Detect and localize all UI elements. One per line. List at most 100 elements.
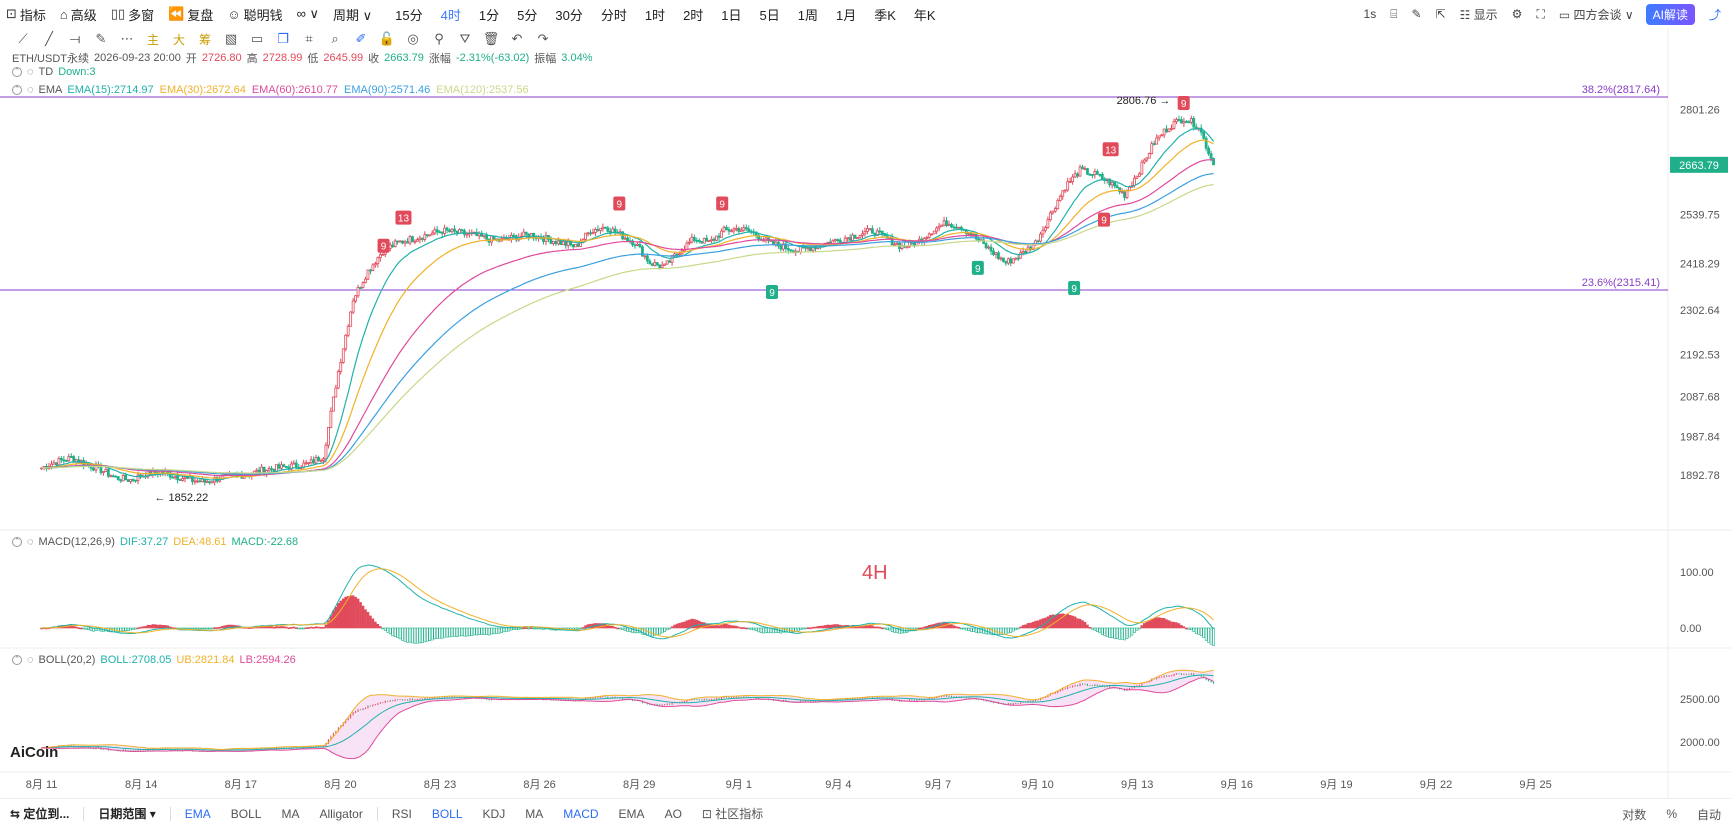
- period-tab[interactable]: 1时: [644, 7, 666, 23]
- more-tool-icon[interactable]: ⋯: [120, 31, 134, 46]
- date-range-button[interactable]: 日期范围 ▾: [98, 807, 156, 821]
- eye-icon[interactable]: ◌: [27, 84, 34, 96]
- period-dropdown[interactable]: 周期 ∨: [333, 7, 373, 23]
- period-tab[interactable]: 5日: [759, 7, 780, 23]
- period-tab[interactable]: 季K: [874, 7, 896, 23]
- main-text-tool[interactable]: 主: [146, 32, 159, 47]
- period-tab[interactable]: 1月: [836, 7, 857, 23]
- macd-dea-line: [41, 568, 1214, 638]
- delete-tool-icon[interactable]: 🗑: [482, 31, 500, 46]
- hline-tool-icon[interactable]: ⟞: [69, 31, 81, 46]
- boll-indicator-name[interactable]: BOLL(20,2): [38, 654, 96, 666]
- eye-icon[interactable]: ◌: [27, 654, 34, 666]
- display-button[interactable]: ☷ 显示: [1459, 7, 1498, 22]
- sub-indicator-tab[interactable]: RSI: [391, 806, 412, 821]
- candle-body: [178, 479, 182, 481]
- 高级-button[interactable]: ⌂ 高级: [60, 5, 97, 24]
- edit-icon[interactable]: ✎: [1411, 7, 1422, 21]
- period-tab[interactable]: 年K: [913, 7, 936, 23]
- candle-body: [131, 479, 135, 481]
- chart-type-selector[interactable]: ∞ ∨: [296, 6, 320, 21]
- candle-body: [1207, 147, 1211, 155]
- zoom-tool-icon[interactable]: ⌕: [331, 31, 339, 46]
- collapse-icon[interactable]: ⌃: [12, 67, 22, 77]
- fib-tool-icon[interactable]: ▧: [224, 31, 238, 46]
- rect-tool-icon[interactable]: ▭: [250, 31, 264, 46]
- visible-tool-icon[interactable]: ◎: [407, 31, 419, 46]
- period-tab[interactable]: 1分: [478, 7, 500, 23]
- axis-mode-button[interactable]: %: [1666, 807, 1677, 821]
- trend-icon[interactable]: ⤴: [1708, 7, 1721, 22]
- period-tab[interactable]: 2时: [683, 7, 704, 23]
- macd-histogram-bar: [742, 627, 746, 629]
- candle-body: [663, 263, 667, 266]
- exchange-selector[interactable]: ▭ 四方会谈 ∨: [1558, 7, 1634, 22]
- axis-mode-button[interactable]: 自动: [1696, 807, 1721, 822]
- macd-histogram-bar: [156, 624, 160, 629]
- fullscreen-icon[interactable]: ⛶: [1536, 6, 1545, 21]
- lock-tool-icon[interactable]: 🔓: [378, 31, 396, 46]
- symbol-name[interactable]: ETH/USDT永续: [12, 53, 89, 65]
- 复盘-button[interactable]: ⏪ 复盘: [168, 5, 213, 24]
- axis-mode-button[interactable]: 对数: [1622, 807, 1647, 822]
- period-tab[interactable]: 5分: [517, 7, 538, 23]
- sub-indicator-tab[interactable]: BOLL: [431, 806, 463, 821]
- collapse-icon[interactable]: ⌃: [12, 85, 22, 95]
- main-indicator-tab[interactable]: MA: [281, 806, 300, 821]
- candle-body: [69, 456, 73, 458]
- 指标-button[interactable]: ⊡ 指标: [6, 5, 46, 24]
- sub-indicator-tab[interactable]: KDJ: [482, 806, 506, 821]
- td-signal-label: 9: [769, 288, 775, 299]
- ema-indicator-name[interactable]: EMA: [38, 84, 63, 96]
- chip-text-tool[interactable]: 筹: [198, 32, 211, 47]
- candle-body: [636, 244, 639, 246]
- candle-body: [702, 237, 706, 244]
- period-tab[interactable]: 30分: [555, 7, 583, 23]
- period-tab[interactable]: 1周: [797, 7, 818, 23]
- redo-tool-icon[interactable]: ↷: [537, 31, 549, 46]
- magnet-tool-icon[interactable]: ⚲: [434, 31, 444, 46]
- macd-histogram-bar: [369, 615, 372, 629]
- camera-icon[interactable]: ⌸: [1390, 6, 1398, 21]
- low-marker: ← 1852.22: [154, 492, 208, 504]
- candle-body: [606, 227, 610, 232]
- sub-indicator-tab[interactable]: MACD: [563, 806, 599, 821]
- price-chart[interactable]: 2801.26 2539.75 2418.29 2302.64 2192.53 2087.…: [0, 0, 1731, 798]
- brush-tool-icon[interactable]: ✎: [95, 31, 107, 46]
- td-indicator-name[interactable]: TD: [38, 66, 54, 78]
- main-indicator-tab[interactable]: Alligator: [319, 806, 363, 821]
- eye-icon[interactable]: ◌: [27, 66, 34, 78]
- sub-indicator-tab[interactable]: EMA: [618, 806, 645, 821]
- undo-tool-icon[interactable]: ↶: [511, 31, 523, 46]
- main-indicator-tab[interactable]: EMA: [184, 806, 211, 821]
- pen-tool-icon[interactable]: ✐: [355, 31, 367, 46]
- period-tab[interactable]: 15分: [395, 7, 423, 23]
- community-indicators-button[interactable]: ⊡ 社区指标: [701, 807, 764, 821]
- interval-button[interactable]: 1s: [1363, 7, 1377, 21]
- boll-tick-label: 2500.00: [1680, 694, 1720, 706]
- 多窗-button[interactable]: ▯▯ 多窗: [111, 5, 154, 24]
- period-tab[interactable]: 4时: [440, 7, 461, 23]
- period-tab[interactable]: 分时: [600, 7, 627, 23]
- ai-interpret-button[interactable]: AI解读: [1645, 3, 1695, 25]
- ray-tool-icon[interactable]: ╱: [45, 31, 53, 46]
- macd-histogram-bar: [584, 625, 587, 629]
- sub-indicator-tab[interactable]: MA: [525, 806, 544, 821]
- filter-tool-icon[interactable]: ⛛: [459, 31, 471, 46]
- copy-tool-icon[interactable]: ❐: [277, 31, 289, 46]
- settings-icon[interactable]: ⚙: [1511, 7, 1523, 21]
- large-text-tool[interactable]: 大: [172, 32, 185, 47]
- macd-histogram-bar: [1145, 621, 1149, 629]
- sub-indicator-tab[interactable]: AO: [664, 806, 682, 821]
- main-indicator-tab[interactable]: BOLL: [230, 806, 262, 821]
- macd-indicator-name[interactable]: MACD(12,26,9): [38, 536, 115, 548]
- line-tool-icon[interactable]: ⟋: [18, 31, 28, 46]
- eye-icon[interactable]: ◌: [27, 536, 34, 548]
- ruler-tool-icon[interactable]: ⌗: [305, 31, 313, 46]
- locate-button[interactable]: ⇆ 定位到...: [10, 807, 70, 821]
- collapse-icon[interactable]: ⌃: [12, 655, 22, 665]
- collapse-icon[interactable]: ⌃: [12, 537, 22, 547]
- 聪明钱-button[interactable]: ☺ 聪明钱: [227, 5, 282, 24]
- period-tab[interactable]: 1日: [721, 7, 742, 23]
- share-icon[interactable]: ⇱: [1435, 7, 1446, 21]
